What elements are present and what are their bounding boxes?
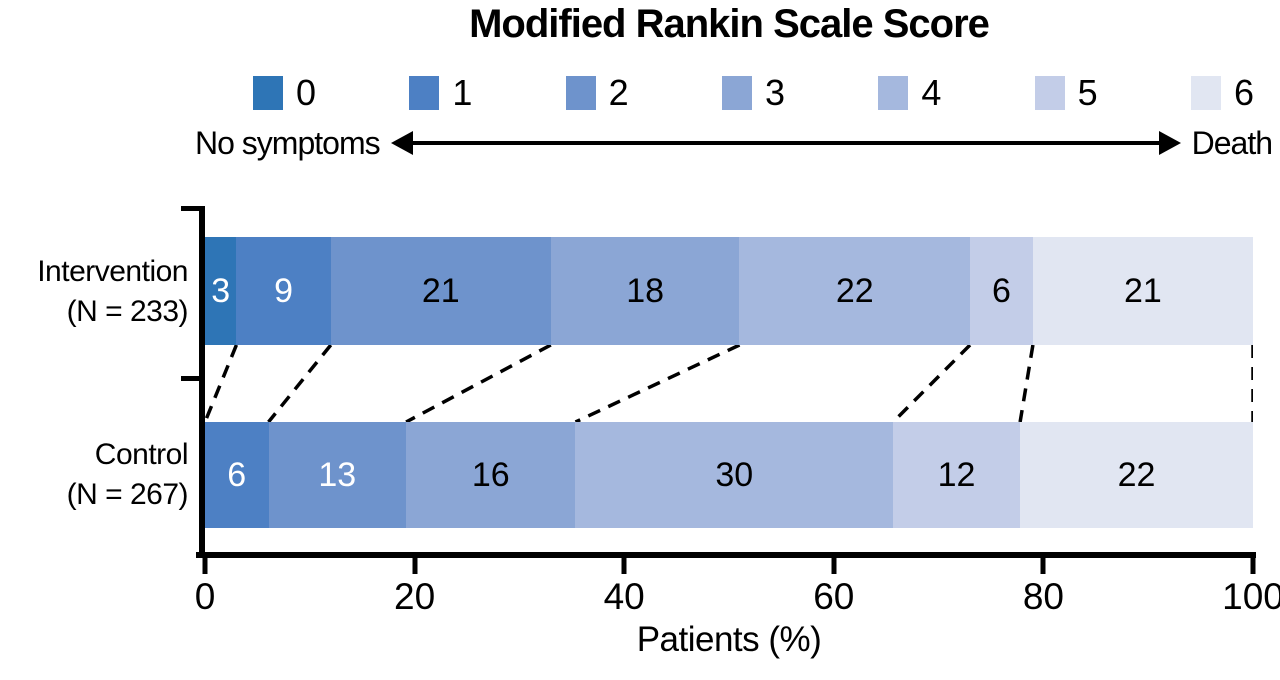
legend-swatch-icon (565, 76, 596, 110)
y-axis-tick-middle (181, 376, 200, 381)
x-tick-label-80: 80 (1022, 576, 1064, 617)
legend-swatch-icon (878, 76, 909, 110)
connector-line-score-0 (205, 345, 239, 422)
legend-label: 0 (296, 72, 316, 113)
legend-label: 1 (452, 72, 472, 113)
connector-line-score-4 (891, 345, 972, 422)
bar-segment-score-1: 9 (236, 237, 331, 345)
x-tick-80 (1040, 558, 1046, 574)
legend-item-2: 2 (565, 72, 629, 114)
connector-line-score-5 (1018, 345, 1035, 422)
chart-title: Modified Rankin Scale Score (469, 2, 990, 46)
y-axis-tick-top (181, 206, 200, 211)
x-tick-100 (1250, 558, 1256, 574)
row-label-control-name: Control (94, 438, 189, 471)
dashed-connectors (205, 345, 1253, 422)
legend-label: 3 (764, 72, 785, 113)
x-tick-label-60: 60 (813, 576, 855, 617)
legend-swatch-icon (409, 76, 440, 110)
x-axis-title: Patients (%) (636, 620, 822, 659)
legend-label: 2 (608, 72, 629, 113)
bar-segment-score-5: 12 (893, 422, 1021, 528)
bar-intervention: 3 9 21 18 22 6 21 (205, 237, 1253, 345)
row-label-intervention-n: (N = 233) (66, 295, 189, 328)
y-axis-line (199, 206, 205, 558)
row-label-control: Control (N = 267) (0, 435, 189, 515)
legend-swatch-icon (253, 76, 283, 110)
x-axis-line (196, 552, 1256, 558)
legend: 0 1 2 3 4 5 6 (253, 72, 1254, 114)
bar-segment-score-5: 6 (970, 237, 1033, 345)
row-label-intervention-name: Intervention (37, 255, 188, 288)
x-tick-0 (202, 558, 208, 574)
legend-label: 6 (1233, 72, 1254, 113)
legend-label: 4 (921, 72, 941, 113)
legend-swatch-icon (1034, 76, 1065, 110)
bar-segment-score-3: 16 (406, 422, 576, 528)
legend-label: 5 (1077, 72, 1098, 113)
legend-item-3: 3 (721, 72, 785, 114)
severity-scale-arrow: No symptoms Death (195, 122, 1273, 164)
bar-segment-score-4: 22 (739, 237, 970, 345)
bar-segment-score-2: 21 (330, 237, 551, 345)
legend-swatch-icon (721, 76, 752, 110)
bar-segment-score-6: 21 (1032, 237, 1253, 345)
legend-item-1: 1 (409, 72, 472, 114)
arrow-left-label: No symptoms (195, 124, 381, 161)
row-label-intervention: Intervention (N = 233) (0, 252, 188, 332)
x-axis-ticks (202, 558, 1256, 574)
bar-control: 6 13 16 30 12 22 (205, 422, 1253, 528)
x-tick-label-100: 100 (1222, 576, 1280, 617)
bar-segment-score-0: 3 (205, 237, 237, 345)
legend-item-4: 4 (878, 72, 941, 114)
bar-segment-score-3: 18 (550, 237, 740, 345)
x-axis-tick-labels: 0 20 40 60 80 100 (195, 576, 1280, 618)
x-tick-60 (831, 558, 837, 574)
bar-segment-score-1: 6 (205, 422, 269, 528)
bar-segment-score-6: 22 (1020, 422, 1253, 528)
row-label-control-n: (N = 267) (66, 478, 189, 511)
legend-item-0: 0 (253, 72, 316, 114)
arrow-right-label: Death (1191, 124, 1273, 161)
x-tick-label-40: 40 (603, 576, 645, 617)
connector-line-score-1 (267, 345, 333, 422)
x-tick-label-0: 0 (194, 576, 216, 617)
bar-segment-score-4: 30 (575, 422, 894, 528)
bar-segment-score-2: 13 (268, 422, 407, 528)
x-tick-40 (621, 558, 627, 574)
connector-line-score-2 (405, 345, 552, 422)
legend-item-6: 6 (1190, 72, 1254, 114)
legend-item-5: 5 (1034, 72, 1098, 114)
x-tick-label-20: 20 (394, 576, 436, 617)
x-tick-20 (412, 558, 418, 574)
double-arrow-icon (390, 131, 1181, 155)
legend-swatch-icon (1190, 76, 1221, 110)
connector-line-score-3 (574, 345, 741, 422)
